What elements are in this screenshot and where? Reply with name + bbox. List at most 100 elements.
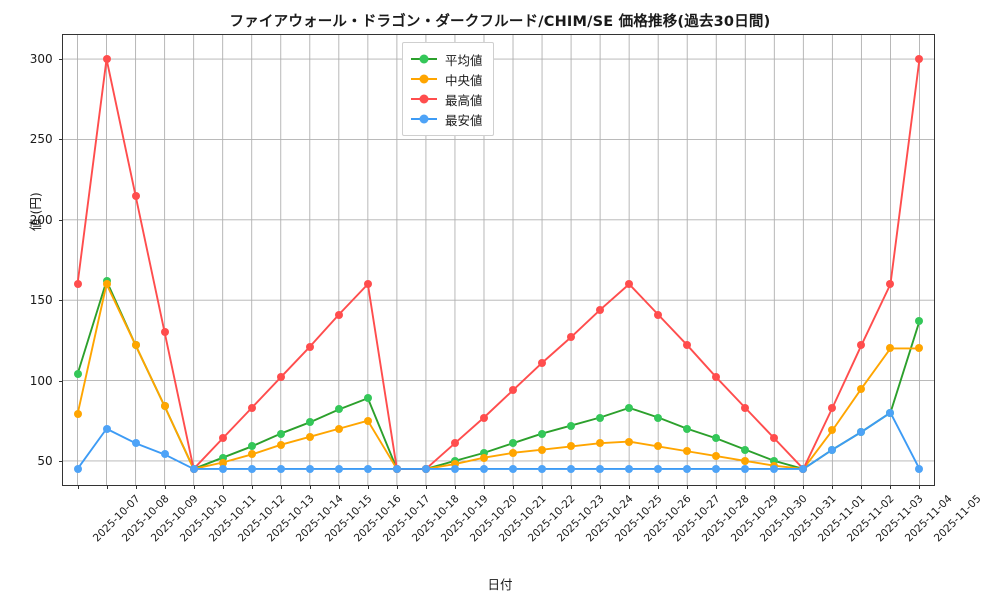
data-point [131,191,140,200]
legend-swatch-icon [411,74,437,84]
data-point [828,445,837,454]
x-axis-label: 日付 [487,577,513,592]
legend-item-平均値[interactable]: 平均値 [411,49,483,69]
data-point [741,445,750,454]
data-point [915,464,924,473]
data-point [160,402,169,411]
data-point [247,450,256,459]
data-point [73,410,82,419]
x-axis-tick-mark [425,485,427,489]
data-point [479,453,488,462]
data-point [363,416,372,425]
x-axis-tick-mark [919,485,921,489]
x-axis-tick-mark [658,485,660,489]
legend-item-最安値[interactable]: 最安値 [411,109,483,129]
legend-marker-icon [419,54,429,64]
legend-item-中央値[interactable]: 中央値 [411,69,483,89]
data-point [915,317,924,326]
data-point [625,464,634,473]
y-axis-tick-label: 300 [29,52,53,67]
x-axis-tick-mark [600,485,602,489]
x-axis-tick-mark [338,485,340,489]
data-point [596,413,605,422]
data-point [625,403,634,412]
legend-swatch-icon [411,54,437,64]
data-point [73,280,82,289]
data-point [334,464,343,473]
x-axis-tick-mark [542,485,544,489]
data-point [770,464,779,473]
data-point [654,413,663,422]
data-point [654,464,663,473]
data-point [857,341,866,350]
x-axis-tick-mark [135,485,137,489]
data-point [479,464,488,473]
x-axis-tick-mark [454,485,456,489]
data-point [683,447,692,456]
x-axis-tick-mark [309,485,311,489]
legend-label: 中央値 [445,72,483,88]
data-point [189,464,198,473]
data-point [538,445,547,454]
data-point [567,464,576,473]
data-point [683,464,692,473]
x-axis-tick-mark [890,485,892,489]
data-point [625,437,634,446]
data-point [654,442,663,451]
y-axis-tick-label: 50 [37,453,53,468]
data-point [131,439,140,448]
series-line-最高値 [76,58,921,470]
y-axis-tick-mark [59,300,63,302]
data-point [450,464,459,473]
y-axis-tick-mark [59,139,63,141]
x-axis-tick-mark [222,485,224,489]
data-point [218,453,227,462]
data-point [421,464,430,473]
data-point [305,418,314,427]
legend-label: 最安値 [445,112,483,128]
data-point [538,429,547,438]
x-axis-tick-mark [483,485,485,489]
data-point [538,358,547,367]
legend-label: 最高値 [445,92,483,108]
data-point [654,310,663,319]
data-point [712,464,721,473]
data-point [102,424,111,433]
data-point [276,429,285,438]
data-point [334,405,343,414]
data-point [450,439,459,448]
data-point [712,373,721,382]
x-axis-tick-mark [193,485,195,489]
data-point [567,442,576,451]
data-point [567,333,576,342]
data-point [857,384,866,393]
x-axis-tick-mark [803,485,805,489]
y-axis-tick-label: 250 [29,132,53,147]
x-axis-tick-mark [832,485,834,489]
data-point [334,424,343,433]
data-point [363,464,372,473]
series-lines [76,58,921,470]
x-axis-tick-mark [716,485,718,489]
x-axis-tick-mark [367,485,369,489]
data-point [915,55,924,64]
x-axis-tick-mark [571,485,573,489]
plot-area: 値 (円) 50 100 150 200 250 300 2025-10-07 2025-10… [28,34,984,544]
x-axis-tick-mark [77,485,79,489]
legend-label: 平均値 [445,52,483,68]
data-point [683,341,692,350]
data-point [886,280,895,289]
data-point [102,55,111,64]
data-point [741,403,750,412]
data-point [857,427,866,436]
data-point [596,439,605,448]
x-axis-tick-mark [280,485,282,489]
data-point [276,373,285,382]
legend-item-最高値[interactable]: 最高値 [411,89,483,109]
data-point [392,464,401,473]
y-axis-tick-mark [59,460,63,462]
x-axis-tick-mark [251,485,253,489]
series-line-最安値 [76,411,921,470]
data-point [509,448,518,457]
